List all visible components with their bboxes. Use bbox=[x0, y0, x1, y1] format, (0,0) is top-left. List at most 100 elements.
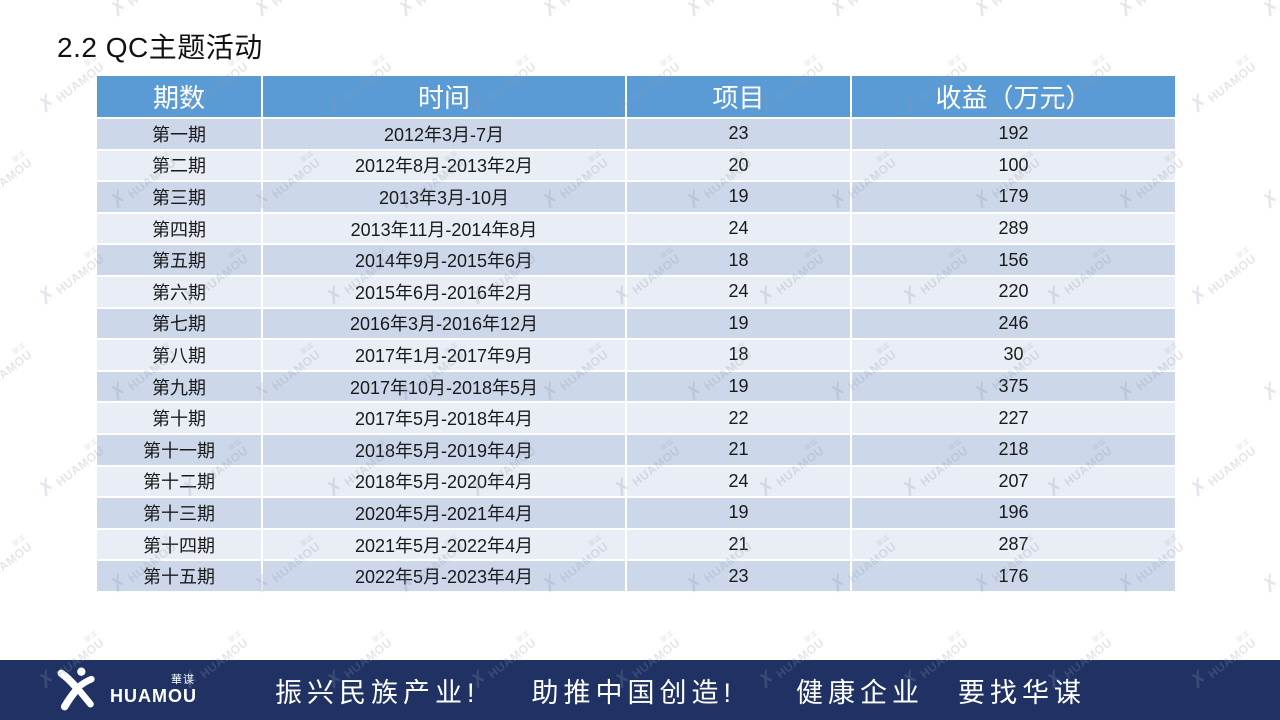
watermark-figure-icon: ✗ bbox=[1257, 377, 1280, 407]
revenue-cell: 176 bbox=[850, 559, 1177, 593]
table-row: 第六期 2015年6月-2016年2月 24 220 bbox=[95, 274, 1177, 309]
time-cell: 2017年1月-2017年9月 bbox=[261, 338, 627, 372]
period-cell: 第十四期 bbox=[95, 527, 263, 562]
period-cell: 第一期 bbox=[95, 117, 263, 151]
period-cell: 第三期 bbox=[95, 180, 263, 214]
revenue-cell: 289 bbox=[850, 211, 1177, 246]
period-cell: 第十期 bbox=[95, 401, 263, 435]
watermark-figure-icon: ✗ bbox=[33, 89, 62, 119]
col-header-revenue: 收益（万元） bbox=[850, 74, 1177, 119]
watermark-figure-icon: ✗ bbox=[33, 281, 62, 311]
period-cell: 第二期 bbox=[95, 148, 263, 183]
period-cell: 第九期 bbox=[95, 369, 263, 404]
time-cell: 2014年9月-2015年6月 bbox=[261, 243, 627, 277]
projects-cell: 19 bbox=[625, 306, 852, 341]
projects-cell: 21 bbox=[625, 432, 852, 467]
revenue-cell: 179 bbox=[850, 180, 1177, 214]
projects-cell: 18 bbox=[625, 338, 852, 372]
data-table: 期数 时间 项目 收益（万元） 第一期 2012年3月-7月 23 192 第二期 201… bbox=[95, 74, 1177, 593]
period-cell: 第十三期 bbox=[95, 496, 263, 530]
projects-cell: 18 bbox=[625, 243, 852, 277]
time-cell: 2022年5月-2023年4月 bbox=[261, 559, 627, 593]
table-row: 第四期 2013年11月-2014年8月 24 289 bbox=[95, 211, 1177, 246]
table-row: 第十二期 2018年5月-2020年4月 24 207 bbox=[95, 464, 1177, 499]
col-header-time: 时间 bbox=[261, 74, 627, 119]
period-cell: 第十二期 bbox=[95, 464, 263, 499]
period-cell: 第四期 bbox=[95, 211, 263, 246]
projects-cell: 23 bbox=[625, 117, 852, 151]
table-header-row: 期数 时间 项目 收益（万元） bbox=[95, 74, 1177, 119]
projects-cell: 19 bbox=[625, 180, 852, 214]
time-cell: 2020年5月-2021年4月 bbox=[261, 496, 627, 530]
table-row: 第十四期 2021年5月-2022年4月 21 287 bbox=[95, 527, 1177, 562]
qc-activity-table: 期数 时间 项目 收益（万元） 第一期 2012年3月-7月 23 192 第二期 201… bbox=[95, 74, 1177, 593]
revenue-cell: 246 bbox=[850, 306, 1177, 341]
slogan-boost: 助推中国创造! bbox=[531, 677, 737, 708]
watermark-figure-icon: ✗ bbox=[1185, 473, 1214, 503]
time-cell: 2015年6月-2016年2月 bbox=[261, 274, 627, 309]
footer-bar: 華谋 HUAMOU 振兴民族产业! 助推中国创造! 健康企业 要找华谋 bbox=[0, 660, 1280, 720]
watermark-figure-icon: ✗ bbox=[681, 0, 710, 23]
watermark-figure-icon: ✗ bbox=[33, 473, 62, 503]
revenue-cell: 196 bbox=[850, 496, 1177, 530]
watermark-figure-icon: ✗ bbox=[969, 0, 998, 23]
revenue-cell: 30 bbox=[850, 338, 1177, 372]
watermark-figure-icon: ✗ bbox=[1185, 281, 1214, 311]
time-cell: 2012年8月-2013年2月 bbox=[261, 148, 627, 183]
slogan-healthy: 健康企业 bbox=[796, 677, 925, 708]
table-row: 第十三期 2020年5月-2021年4月 19 196 bbox=[95, 496, 1177, 530]
watermark-figure-icon: ✗ bbox=[1257, 185, 1280, 215]
slogan-revitalize: 振兴民族产业! bbox=[275, 677, 480, 708]
watermark-figure-icon: ✗ bbox=[1257, 0, 1280, 23]
table-row: 第七期 2016年3月-2016年12月 19 246 bbox=[95, 306, 1177, 341]
projects-cell: 24 bbox=[625, 464, 852, 499]
watermark-figure-icon: ✗ bbox=[1257, 569, 1280, 599]
revenue-cell: 287 bbox=[850, 527, 1177, 562]
table-row: 第五期 2014年9月-2015年6月 18 156 bbox=[95, 243, 1177, 277]
time-cell: 2016年3月-2016年12月 bbox=[261, 306, 627, 341]
slogan-find-huamou: 要找华谋 bbox=[958, 677, 1087, 708]
projects-cell: 22 bbox=[625, 401, 852, 435]
time-cell: 2013年11月-2014年8月 bbox=[261, 211, 627, 246]
time-cell: 2017年10月-2018年5月 bbox=[261, 369, 627, 404]
revenue-cell: 375 bbox=[850, 369, 1177, 404]
footer-slogans: 振兴民族产业! 助推中国创造! 健康企业 要找华谋 bbox=[275, 671, 1086, 710]
watermark-figure-icon: ✗ bbox=[393, 0, 422, 23]
col-header-period: 期数 bbox=[95, 74, 263, 119]
period-cell: 第十一期 bbox=[95, 432, 263, 467]
projects-cell: 19 bbox=[625, 369, 852, 404]
table-row: 第十五期 2022年5月-2023年4月 23 176 bbox=[95, 559, 1177, 593]
time-cell: 2021年5月-2022年4月 bbox=[261, 527, 627, 562]
period-cell: 第五期 bbox=[95, 243, 263, 277]
revenue-cell: 227 bbox=[850, 401, 1177, 435]
logo-chinese-label: 華谋 bbox=[171, 673, 195, 686]
huamou-figure-icon bbox=[57, 667, 95, 711]
table-row: 第十一期 2018年5月-2019年4月 21 218 bbox=[95, 432, 1177, 467]
revenue-cell: 100 bbox=[850, 148, 1177, 183]
table-row: 第八期 2017年1月-2017年9月 18 30 bbox=[95, 338, 1177, 372]
logo-text: 華谋 HUAMOU bbox=[110, 673, 197, 706]
period-cell: 第七期 bbox=[95, 306, 263, 341]
watermark-figure-icon: ✗ bbox=[825, 0, 854, 23]
time-cell: 2013年3月-10月 bbox=[261, 180, 627, 214]
projects-cell: 24 bbox=[625, 211, 852, 246]
revenue-cell: 156 bbox=[850, 243, 1177, 277]
period-cell: 第十五期 bbox=[95, 559, 263, 593]
watermark-figure-icon: ✗ bbox=[1113, 0, 1142, 23]
watermark-figure-icon: ✗ bbox=[537, 0, 566, 23]
